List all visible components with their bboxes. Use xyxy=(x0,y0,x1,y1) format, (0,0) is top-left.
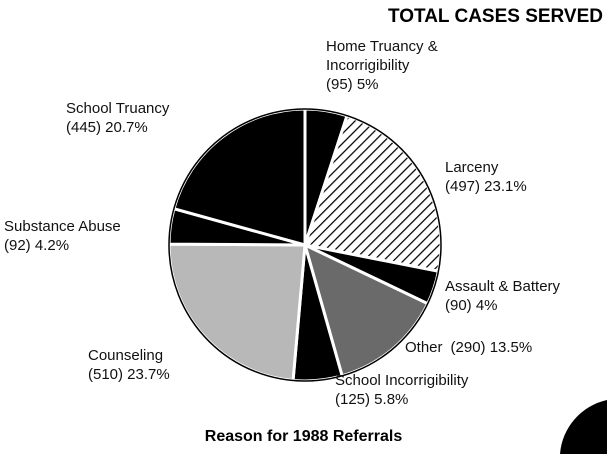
value-label: (95) 5% xyxy=(326,76,379,93)
value-label: (92) 4.2% xyxy=(4,237,70,254)
value-label: (290) 13.5% xyxy=(450,339,533,356)
category-label: Home Truancy & Incorrigibility xyxy=(326,38,438,74)
value-label: (510) 23.7% xyxy=(88,366,170,383)
value-label: (497) 23.1% xyxy=(445,178,527,195)
value-label: (445) 20.7% xyxy=(66,119,148,136)
slice-label: Substance Abuse (92) 4.2% xyxy=(4,217,164,255)
slice-label: Home Truancy & Incorrigibility (95) 5% xyxy=(326,37,476,94)
slice-label: Other (290) 13.5% xyxy=(405,338,605,357)
slice-label: Counseling (510) 23.7% xyxy=(88,346,218,384)
category-label: Counseling xyxy=(88,347,164,364)
chart-subtitle: Reason for 1988 Referrals xyxy=(204,428,403,445)
chart-title: TOTAL CASES SERVED xyxy=(387,6,603,27)
category-label: School Incorrigibility xyxy=(335,372,469,389)
slice-label: Larceny (497) 23.1% xyxy=(445,158,565,196)
pie-outline xyxy=(168,108,442,382)
category-label: Other xyxy=(405,339,443,356)
category-label: Assault & Battery xyxy=(445,278,561,295)
slice-label: School Incorrigibility (125) 5.8% xyxy=(335,371,505,409)
category-label: Substance Abuse xyxy=(4,218,121,235)
category-label: Larceny xyxy=(445,159,499,176)
slice-label: School Truancy (445) 20.7% xyxy=(66,99,216,137)
slice-label: Assault & Battery (90) 4% xyxy=(445,277,605,315)
category-label: School Truancy xyxy=(66,100,170,117)
corner-blot xyxy=(560,400,607,454)
value-label: (125) 5.8% xyxy=(335,391,409,408)
value-label: (90) 4% xyxy=(445,297,498,314)
